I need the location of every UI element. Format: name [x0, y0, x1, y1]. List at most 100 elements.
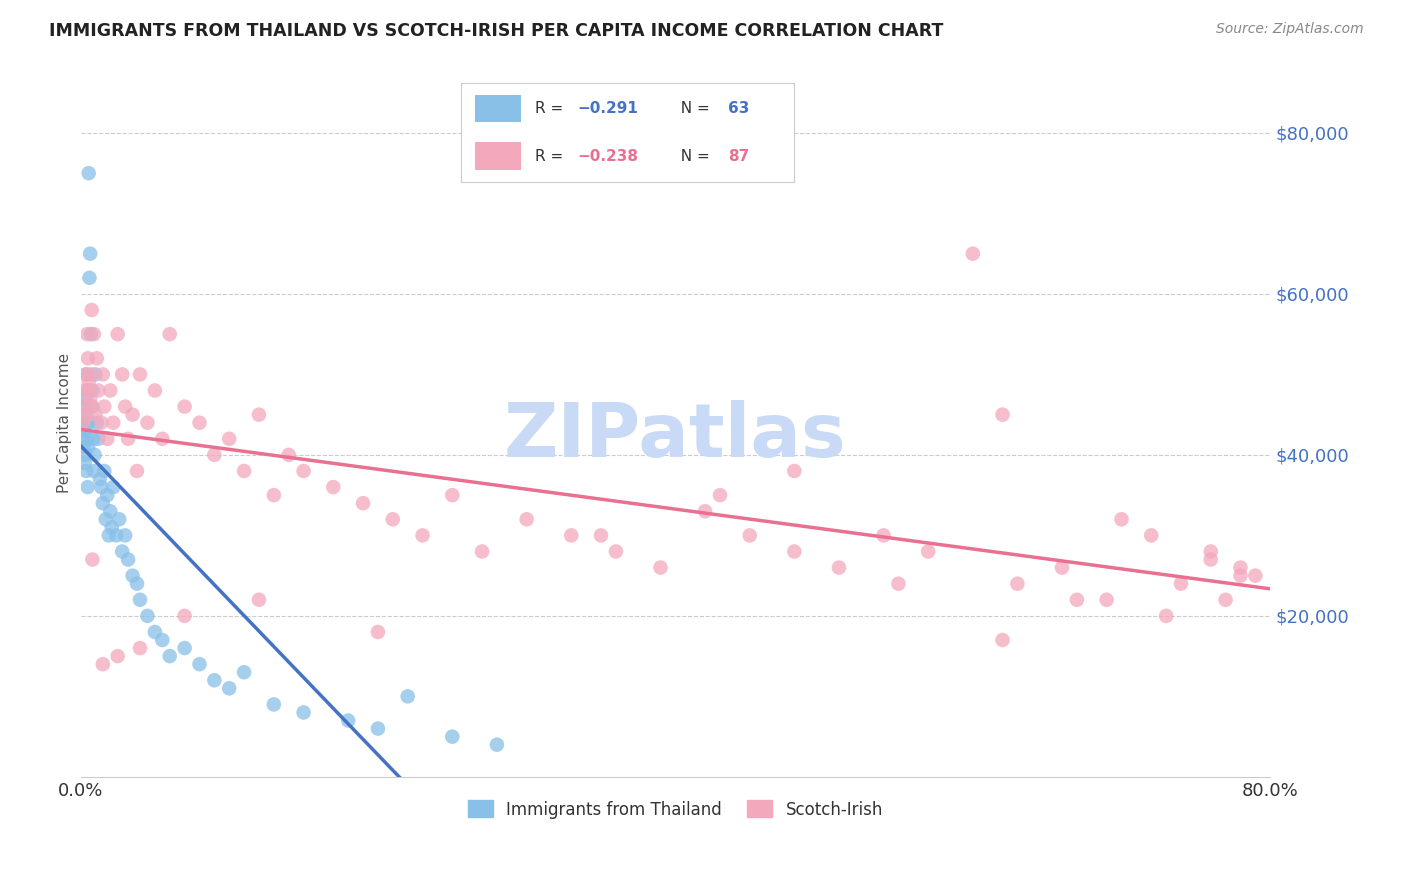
Point: [1111, 512, 1133, 526]
Point: [263, 488, 285, 502]
Point: [83, 464, 105, 478]
Point: [72, 432, 94, 446]
Point: [292, 464, 315, 478]
Point: [783, 544, 806, 558]
Point: [709, 488, 731, 502]
Point: [872, 528, 894, 542]
Point: [75, 408, 97, 422]
Point: [107, 327, 129, 342]
Point: [277, 448, 299, 462]
Point: [72, 400, 94, 414]
Point: [77, 376, 100, 390]
Point: [77, 416, 100, 430]
Point: [143, 624, 166, 639]
Legend: Immigrants from Thailand, Scotch-Irish: Immigrants from Thailand, Scotch-Irish: [461, 794, 890, 825]
Point: [129, 368, 152, 382]
Point: [322, 480, 344, 494]
Point: [83, 327, 105, 342]
Point: [76, 432, 98, 446]
Point: [103, 480, 125, 494]
Point: [121, 568, 143, 582]
Text: Source: ZipAtlas.com: Source: ZipAtlas.com: [1216, 22, 1364, 37]
Point: [962, 246, 984, 260]
Point: [136, 416, 159, 430]
Point: [396, 690, 419, 704]
Point: [129, 592, 152, 607]
Point: [828, 560, 851, 574]
Point: [87, 384, 110, 398]
Point: [117, 432, 139, 446]
Point: [247, 592, 270, 607]
Point: [173, 400, 195, 414]
Point: [73, 424, 96, 438]
Point: [292, 706, 315, 720]
Point: [650, 560, 672, 574]
Point: [125, 576, 148, 591]
Y-axis label: Per Capita Income: Per Capita Income: [58, 352, 72, 492]
Point: [111, 368, 134, 382]
Point: [89, 472, 111, 486]
Point: [80, 327, 103, 342]
Point: [72, 416, 94, 430]
Point: [159, 649, 181, 664]
Point: [93, 400, 115, 414]
Point: [73, 440, 96, 454]
Text: IMMIGRANTS FROM THAILAND VS SCOTCH-IRISH PER CAPITA INCOME CORRELATION CHART: IMMIGRANTS FROM THAILAND VS SCOTCH-IRISH…: [49, 22, 943, 40]
Point: [159, 327, 181, 342]
Point: [1215, 592, 1237, 607]
Point: [485, 738, 508, 752]
Point: [97, 528, 120, 542]
Point: [77, 351, 100, 366]
Point: [79, 392, 101, 406]
Point: [77, 166, 100, 180]
Point: [75, 408, 97, 422]
Point: [887, 576, 910, 591]
Point: [1229, 568, 1251, 582]
Point: [76, 416, 98, 430]
Point: [991, 408, 1014, 422]
Point: [80, 368, 103, 382]
Point: [783, 464, 806, 478]
Point: [1199, 552, 1222, 566]
Point: [100, 520, 122, 534]
Point: [73, 400, 96, 414]
Point: [84, 368, 107, 382]
Point: [91, 368, 114, 382]
Point: [117, 552, 139, 566]
Point: [91, 496, 114, 510]
Point: [79, 270, 101, 285]
Point: [90, 480, 112, 494]
Point: [173, 641, 195, 656]
Point: [188, 416, 211, 430]
Point: [516, 512, 538, 526]
Point: [94, 512, 117, 526]
Point: [105, 528, 128, 542]
Point: [367, 722, 389, 736]
Point: [441, 730, 464, 744]
Point: [108, 512, 131, 526]
Point: [76, 480, 98, 494]
Point: [218, 681, 240, 696]
Point: [98, 504, 121, 518]
Point: [76, 327, 98, 342]
Point: [72, 416, 94, 430]
Text: ZIPatlas: ZIPatlas: [503, 401, 846, 474]
Point: [93, 464, 115, 478]
Point: [79, 246, 101, 260]
Point: [86, 351, 108, 366]
Point: [1229, 560, 1251, 574]
Point: [1050, 560, 1073, 574]
Point: [1154, 608, 1177, 623]
Point: [560, 528, 582, 542]
Point: [73, 384, 96, 398]
Point: [150, 432, 173, 446]
Point: [125, 464, 148, 478]
Point: [77, 440, 100, 454]
Point: [90, 416, 112, 430]
Point: [103, 416, 125, 430]
Point: [111, 544, 134, 558]
Point: [129, 641, 152, 656]
Point: [79, 384, 101, 398]
Point: [233, 665, 256, 680]
Point: [121, 408, 143, 422]
